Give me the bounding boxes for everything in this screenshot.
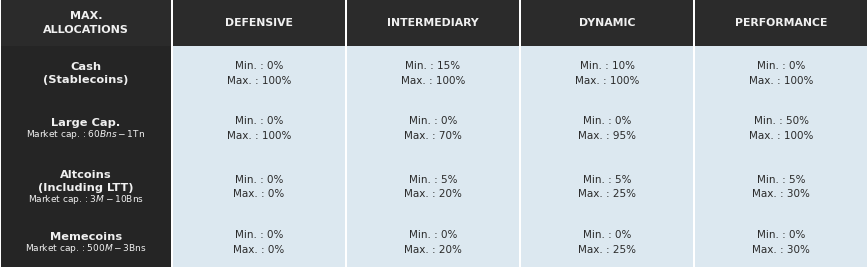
Text: PERFORMANCE: PERFORMANCE	[735, 18, 827, 28]
Bar	[2, 46, 171, 101]
Text: Min. : 0%
Max. : 70%: Min. : 0% Max. : 70%	[404, 116, 462, 141]
Bar	[347, 1, 519, 46]
Text: Market cap. : $3M - $10Bns: Market cap. : $3M - $10Bns	[28, 193, 144, 206]
Bar	[695, 101, 866, 156]
Text: DEFENSIVE: DEFENSIVE	[225, 18, 293, 28]
Text: Market cap. : $60Bns - $1Tn: Market cap. : $60Bns - $1Tn	[26, 128, 146, 141]
Text: Min. : 0%
Max. : 30%: Min. : 0% Max. : 30%	[752, 230, 810, 255]
Text: INTERMEDIARY: INTERMEDIARY	[387, 18, 479, 28]
Bar	[2, 101, 171, 156]
Bar	[522, 218, 693, 266]
Bar	[522, 46, 693, 101]
Bar	[174, 1, 345, 46]
Text: Min. : 15%
Max. : 100%: Min. : 15% Max. : 100%	[401, 61, 465, 86]
Text: Min. : 5%
Max. : 25%: Min. : 5% Max. : 25%	[578, 175, 636, 199]
Bar	[174, 101, 345, 156]
Bar	[522, 156, 693, 218]
Text: Min. : 5%
Max. : 30%: Min. : 5% Max. : 30%	[752, 175, 810, 199]
Text: DYNAMIC: DYNAMIC	[579, 18, 635, 28]
Text: Min. : 0%
Max. : 100%: Min. : 0% Max. : 100%	[749, 61, 813, 86]
Bar	[522, 101, 693, 156]
Text: Min. : 5%
Max. : 20%: Min. : 5% Max. : 20%	[404, 175, 462, 199]
Text: Min. : 0%
Max. : 100%: Min. : 0% Max. : 100%	[227, 61, 291, 86]
Bar	[174, 156, 345, 218]
Text: MAX.
ALLOCATIONS: MAX. ALLOCATIONS	[43, 11, 129, 35]
Text: Min. : 0%
Max. : 100%: Min. : 0% Max. : 100%	[227, 116, 291, 141]
Bar	[522, 1, 693, 46]
Text: Min. : 10%
Max. : 100%: Min. : 10% Max. : 100%	[575, 61, 639, 86]
Bar	[174, 218, 345, 266]
Text: Min. : 0%
Max. : 20%: Min. : 0% Max. : 20%	[404, 230, 462, 255]
Bar	[347, 46, 519, 101]
Text: Altcoins: Altcoins	[60, 170, 112, 180]
Text: Min. : 0%
Max. : 25%: Min. : 0% Max. : 25%	[578, 230, 636, 255]
Bar	[174, 46, 345, 101]
Bar	[347, 218, 519, 266]
Text: Min. : 0%
Max. : 0%: Min. : 0% Max. : 0%	[233, 230, 285, 255]
Bar	[695, 156, 866, 218]
Text: Min. : 0%
Max. : 0%: Min. : 0% Max. : 0%	[233, 175, 285, 199]
Bar	[2, 218, 171, 266]
Text: (Including LTT): (Including LTT)	[38, 183, 134, 193]
Text: Cash: Cash	[70, 62, 102, 72]
Bar	[695, 1, 866, 46]
Bar	[695, 218, 866, 266]
Text: Min. : 0%
Max. : 95%: Min. : 0% Max. : 95%	[578, 116, 636, 141]
Bar	[2, 156, 171, 218]
Bar	[2, 1, 171, 46]
Text: Large Cap.: Large Cap.	[51, 118, 121, 128]
Text: (Stablecoins): (Stablecoins)	[43, 75, 128, 85]
Bar	[695, 46, 866, 101]
Text: Memecoins: Memecoins	[50, 232, 122, 242]
Text: Market cap. : $500M - $3Bns: Market cap. : $500M - $3Bns	[25, 242, 147, 255]
Bar	[347, 156, 519, 218]
Text: Min. : 50%
Max. : 100%: Min. : 50% Max. : 100%	[749, 116, 813, 141]
Bar	[347, 101, 519, 156]
